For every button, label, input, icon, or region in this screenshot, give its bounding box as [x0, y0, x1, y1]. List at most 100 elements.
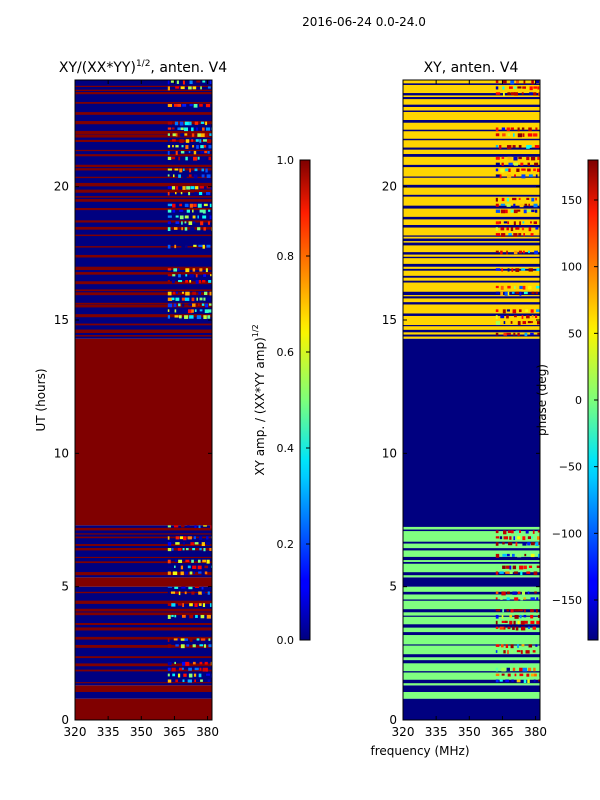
heatmap-stripe	[403, 184, 540, 188]
heatmap-stripe	[403, 205, 540, 209]
heatmap-pixel	[185, 274, 188, 277]
heatmap-stripe	[75, 176, 212, 179]
heatmap-pixel	[500, 291, 504, 296]
heatmap-pixel	[181, 291, 185, 294]
heatmap-pixel	[203, 145, 207, 148]
heatmap-pixel	[514, 614, 519, 619]
heatmap-pixel	[495, 679, 499, 683]
heatmap-pixel	[507, 156, 512, 160]
heatmap-pixel	[192, 221, 196, 224]
heatmap-stripe	[403, 671, 540, 673]
heatmap-pixel	[208, 209, 211, 212]
heatmap-pixel	[202, 139, 208, 142]
heatmap-stripe	[75, 302, 212, 305]
heatmap-pixel	[511, 679, 514, 682]
heatmap-pixel	[198, 571, 202, 574]
heatmap-pixel	[517, 127, 520, 132]
heatmap-stripe	[403, 609, 540, 613]
heatmap-pixel	[175, 150, 178, 155]
heatmap-pixel	[206, 192, 211, 195]
heatmap-pixel	[202, 127, 205, 131]
heatmap-pixel	[495, 673, 500, 677]
heatmap-pixel	[522, 285, 526, 290]
heatmap-stripe	[75, 329, 212, 333]
heatmap-pixel	[197, 559, 201, 563]
heatmap-pixel	[535, 197, 537, 201]
heatmap-stripe	[403, 615, 540, 617]
heatmap-pixel	[207, 679, 211, 683]
heatmap-stripe	[75, 556, 212, 559]
heatmap-pixel	[518, 233, 522, 236]
heatmap-pixel	[180, 150, 185, 154]
heatmap-pixel	[500, 168, 505, 173]
heatmap-pixel	[534, 145, 540, 149]
y-tick-label: 0	[61, 713, 69, 727]
heatmap-pixel	[517, 591, 521, 594]
heatmap-pixel	[189, 638, 193, 642]
heatmap-band	[403, 577, 540, 587]
heatmap-pixel	[506, 315, 509, 319]
heatmap-pixel	[172, 203, 176, 208]
heatmap-pixel	[200, 150, 205, 154]
heatmap-pixel	[495, 209, 501, 213]
heatmap-pixel	[535, 285, 540, 289]
right-panel-title: XY, anten. V4	[424, 60, 519, 76]
heatmap-pixel	[198, 291, 201, 295]
heatmap-pixel	[181, 145, 184, 148]
heatmap-pixel	[181, 614, 186, 618]
heatmap-pixel	[527, 536, 532, 540]
heatmap-pixel	[188, 303, 193, 306]
heatmap-stripe	[75, 636, 212, 640]
heatmap-stripe	[75, 600, 212, 604]
heatmap-pixel	[203, 315, 207, 319]
heatmap-pixel	[495, 530, 499, 534]
heatmap-pixel	[204, 661, 208, 665]
heatmap-pixel	[185, 268, 190, 273]
heatmap-pixel	[206, 614, 211, 619]
heatmap-pixel	[525, 530, 529, 534]
heatmap-pixel	[178, 174, 181, 178]
heatmap-pixel	[501, 268, 503, 272]
heatmap-pixel	[196, 638, 200, 641]
heatmap-pixel	[520, 162, 524, 166]
heatmap-pixel	[190, 542, 195, 546]
heatmap-pixel	[201, 303, 205, 306]
heatmap-pixel	[533, 92, 537, 96]
heatmap-pixel	[196, 297, 198, 301]
heatmap-pixel	[520, 597, 524, 601]
heatmap-pixel	[172, 291, 176, 295]
heatmap-pixel	[167, 559, 171, 564]
heatmap-band	[403, 338, 540, 526]
heatmap-pixel	[506, 553, 510, 557]
heatmap-pixel	[175, 145, 179, 148]
heatmap-pixel	[186, 209, 190, 213]
heatmap-pixel	[510, 644, 514, 649]
heatmap-pixel	[188, 585, 193, 590]
heatmap-pixel	[180, 86, 185, 90]
heatmap-pixel	[502, 80, 507, 84]
heatmap-pixel	[537, 536, 540, 540]
heatmap-pixel	[538, 542, 540, 545]
heatmap-pixel	[502, 609, 505, 613]
heatmap-pixel	[189, 280, 192, 283]
heatmap-pixel	[526, 571, 531, 574]
heatmap-stripe	[75, 644, 212, 648]
colorbar-tick-label: 0.4	[277, 442, 295, 455]
heatmap-pixel	[184, 315, 189, 319]
heatmap-pixel	[512, 197, 517, 201]
heatmap-pixel	[186, 644, 190, 647]
heatmap-pixel	[516, 679, 521, 683]
heatmap-pixel	[524, 553, 527, 557]
heatmap-pixel	[526, 673, 530, 677]
heatmap-pixel	[525, 309, 529, 312]
heatmap-pixel	[538, 679, 540, 682]
heatmap-pixel	[506, 309, 511, 312]
heatmap-pixel	[171, 127, 175, 130]
heatmap-pixel	[523, 679, 527, 684]
heatmap-pixel	[534, 209, 538, 213]
heatmap-pixel	[202, 209, 206, 214]
heatmap-stripe	[75, 608, 212, 612]
heatmap-stripe	[403, 216, 540, 220]
heatmap-pixel	[527, 321, 532, 324]
